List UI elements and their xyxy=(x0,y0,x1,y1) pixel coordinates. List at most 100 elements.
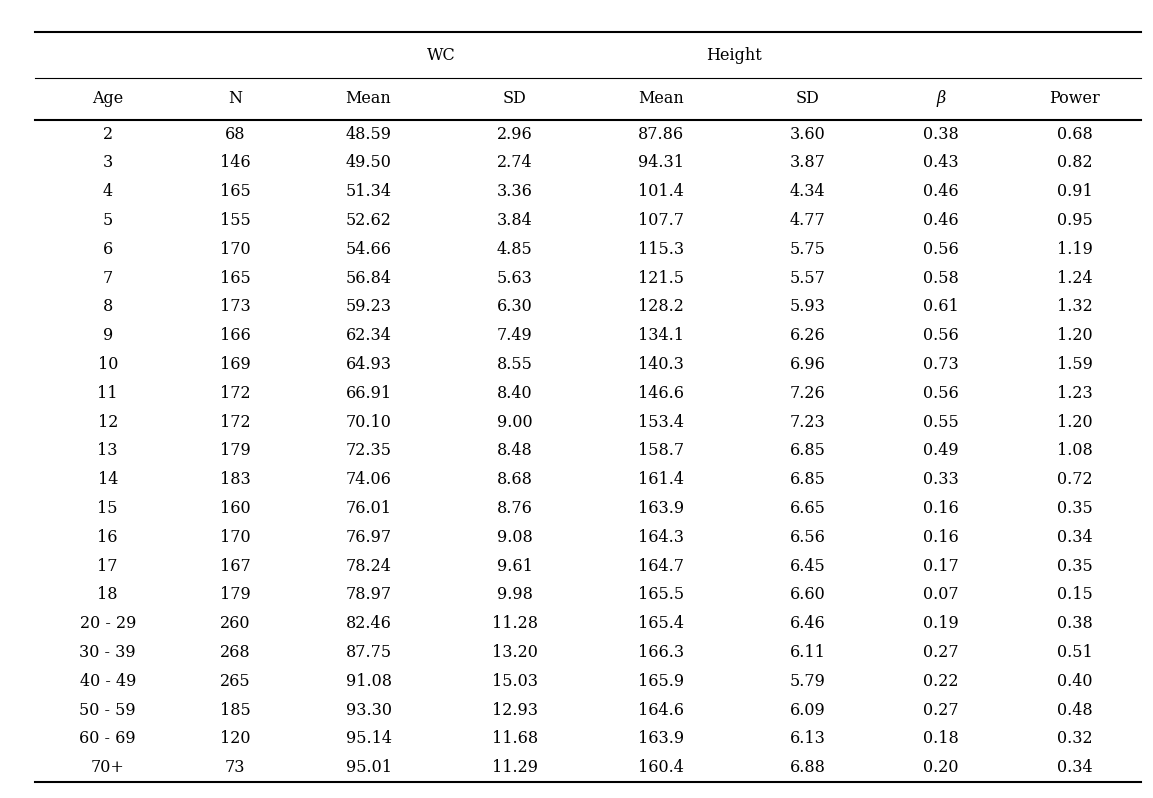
Text: 0.61: 0.61 xyxy=(924,298,959,315)
Text: 30 - 39: 30 - 39 xyxy=(80,644,136,661)
Text: 170: 170 xyxy=(220,529,250,546)
Text: 0.34: 0.34 xyxy=(1057,759,1093,776)
Text: 6.30: 6.30 xyxy=(497,298,533,315)
Text: 12.93: 12.93 xyxy=(492,701,537,718)
Text: 8.48: 8.48 xyxy=(497,442,533,460)
Text: 166.3: 166.3 xyxy=(638,644,684,661)
Text: 54.66: 54.66 xyxy=(346,241,392,258)
Text: 10: 10 xyxy=(98,356,118,373)
Text: 107.7: 107.7 xyxy=(639,212,684,229)
Text: 3: 3 xyxy=(103,154,113,172)
Text: 6.85: 6.85 xyxy=(790,471,826,488)
Text: 6.45: 6.45 xyxy=(790,558,826,575)
Text: 0.55: 0.55 xyxy=(924,413,959,431)
Text: 140.3: 140.3 xyxy=(639,356,684,373)
Text: 15.03: 15.03 xyxy=(492,673,537,689)
Text: 6.65: 6.65 xyxy=(790,500,826,517)
Text: 0.20: 0.20 xyxy=(924,759,959,776)
Text: 6.11: 6.11 xyxy=(790,644,826,661)
Text: 50 - 59: 50 - 59 xyxy=(80,701,136,718)
Text: 179: 179 xyxy=(219,442,250,460)
Text: 9.08: 9.08 xyxy=(497,529,533,546)
Text: 95.14: 95.14 xyxy=(346,730,392,748)
Text: 0.58: 0.58 xyxy=(924,270,959,286)
Text: 4.85: 4.85 xyxy=(497,241,533,258)
Text: 8: 8 xyxy=(103,298,113,315)
Text: 56.84: 56.84 xyxy=(346,270,392,286)
Text: 128.2: 128.2 xyxy=(639,298,684,315)
Text: 165.4: 165.4 xyxy=(639,615,684,632)
Text: 40 - 49: 40 - 49 xyxy=(80,673,136,689)
Text: 260: 260 xyxy=(220,615,250,632)
Text: 165.9: 165.9 xyxy=(638,673,684,689)
Text: 7.26: 7.26 xyxy=(790,385,826,401)
Text: 11: 11 xyxy=(98,385,118,401)
Text: 5.75: 5.75 xyxy=(790,241,826,258)
Text: 6.13: 6.13 xyxy=(790,730,826,748)
Text: 6.56: 6.56 xyxy=(790,529,826,546)
Text: 17: 17 xyxy=(98,558,118,575)
Text: 158.7: 158.7 xyxy=(638,442,684,460)
Text: 6.85: 6.85 xyxy=(790,442,826,460)
Text: 6.09: 6.09 xyxy=(790,701,826,718)
Text: 164.7: 164.7 xyxy=(639,558,684,575)
Text: 160.4: 160.4 xyxy=(639,759,684,776)
Text: 0.19: 0.19 xyxy=(924,615,959,632)
Text: 0.40: 0.40 xyxy=(1057,673,1092,689)
Text: 82.46: 82.46 xyxy=(346,615,392,632)
Text: 1.20: 1.20 xyxy=(1057,413,1093,431)
Text: 8.55: 8.55 xyxy=(497,356,533,373)
Text: Age: Age xyxy=(92,90,123,108)
Text: 1.08: 1.08 xyxy=(1057,442,1093,460)
Text: 1.32: 1.32 xyxy=(1057,298,1093,315)
Text: 165.5: 165.5 xyxy=(638,587,684,603)
Text: 146.6: 146.6 xyxy=(639,385,684,401)
Text: 0.82: 0.82 xyxy=(1057,154,1093,172)
Text: 2.74: 2.74 xyxy=(497,154,533,172)
Text: 6.96: 6.96 xyxy=(790,356,826,373)
Text: 0.27: 0.27 xyxy=(924,644,959,661)
Text: 1.59: 1.59 xyxy=(1057,356,1093,373)
Text: 1.23: 1.23 xyxy=(1057,385,1093,401)
Text: 0.34: 0.34 xyxy=(1057,529,1093,546)
Text: 5.79: 5.79 xyxy=(790,673,826,689)
Text: 164.3: 164.3 xyxy=(639,529,684,546)
Text: 9.61: 9.61 xyxy=(497,558,533,575)
Text: Height: Height xyxy=(707,46,762,64)
Text: 12: 12 xyxy=(98,413,118,431)
Text: 93.30: 93.30 xyxy=(346,701,392,718)
Text: 172: 172 xyxy=(220,385,250,401)
Text: 68: 68 xyxy=(225,125,246,143)
Text: 179: 179 xyxy=(219,587,250,603)
Text: 9.00: 9.00 xyxy=(497,413,533,431)
Text: N: N xyxy=(228,90,242,108)
Text: 120: 120 xyxy=(220,730,250,748)
Text: 163.9: 163.9 xyxy=(638,500,684,517)
Text: 0.56: 0.56 xyxy=(924,327,959,344)
Text: SD: SD xyxy=(796,90,820,108)
Text: 76.01: 76.01 xyxy=(346,500,392,517)
Text: 0.22: 0.22 xyxy=(924,673,959,689)
Text: Mean: Mean xyxy=(639,90,684,108)
Text: 169: 169 xyxy=(219,356,250,373)
Text: 3.60: 3.60 xyxy=(790,125,826,143)
Text: 165: 165 xyxy=(219,270,250,286)
Text: 0.48: 0.48 xyxy=(1057,701,1093,718)
Text: 0.43: 0.43 xyxy=(924,154,959,172)
Text: 64.93: 64.93 xyxy=(346,356,392,373)
Text: 70.10: 70.10 xyxy=(346,413,392,431)
Text: 4: 4 xyxy=(103,184,113,200)
Text: 13.20: 13.20 xyxy=(492,644,537,661)
Text: 13: 13 xyxy=(98,442,118,460)
Text: 0.38: 0.38 xyxy=(1057,615,1093,632)
Text: 183: 183 xyxy=(219,471,250,488)
Text: 5.63: 5.63 xyxy=(497,270,533,286)
Text: 268: 268 xyxy=(220,644,250,661)
Text: 155: 155 xyxy=(219,212,250,229)
Text: 11.28: 11.28 xyxy=(492,615,537,632)
Text: 0.95: 0.95 xyxy=(1057,212,1093,229)
Text: 0.33: 0.33 xyxy=(924,471,959,488)
Text: 160: 160 xyxy=(220,500,250,517)
Text: 163.9: 163.9 xyxy=(638,730,684,748)
Text: 165: 165 xyxy=(219,184,250,200)
